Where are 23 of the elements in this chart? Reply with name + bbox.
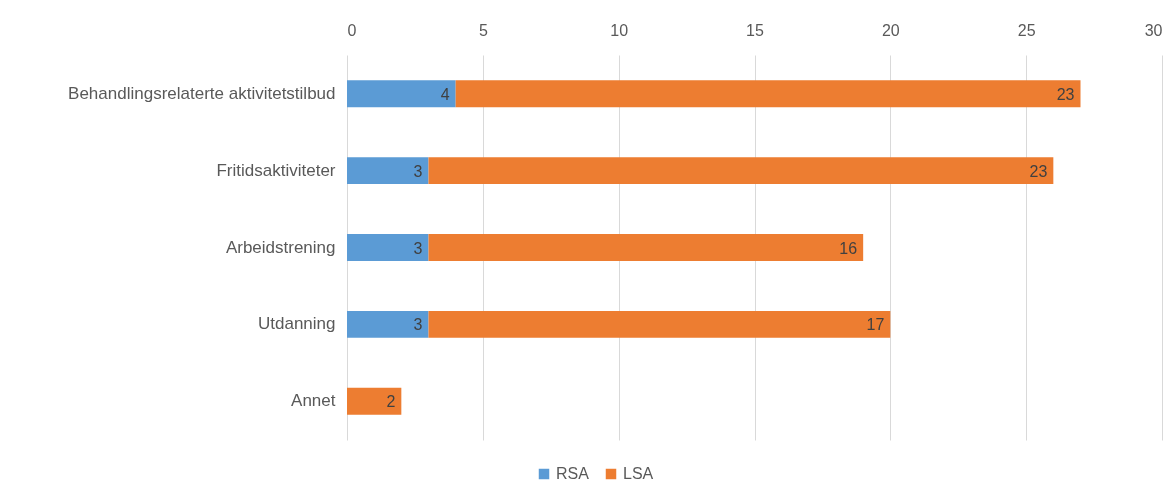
- data-label: 3: [413, 316, 423, 334]
- data-label: 3: [413, 239, 423, 257]
- y-tick-label: Annet: [291, 391, 336, 411]
- legend-label: RSA: [556, 465, 590, 482]
- data-label: 4: [440, 85, 450, 103]
- x-tick-label: 15: [746, 21, 764, 39]
- data-label: 23: [1056, 85, 1075, 103]
- data-label: 3: [413, 162, 423, 180]
- x-tick-label: 30: [1144, 21, 1163, 39]
- data-label: 17: [866, 316, 885, 334]
- data-label: 23: [1029, 162, 1048, 180]
- y-tick-label: Fritidsaktiviteter: [216, 160, 336, 180]
- x-tick-label: 20: [881, 21, 900, 39]
- y-tick-label: Utdanning: [257, 314, 336, 334]
- x-tick-label: 10: [610, 21, 629, 39]
- legend-label: LSA: [623, 465, 654, 482]
- x-tick-label: 0: [347, 21, 357, 39]
- y-tick-label: Arbeidstrening: [225, 237, 336, 257]
- data-label: 16: [839, 239, 858, 257]
- y-tick-label: Behandlingsrelaterte aktivitetstilbud: [68, 83, 336, 103]
- x-tick-label: 5: [478, 21, 488, 39]
- x-tick-label: 25: [1017, 21, 1036, 39]
- data-label: 2: [386, 393, 396, 411]
